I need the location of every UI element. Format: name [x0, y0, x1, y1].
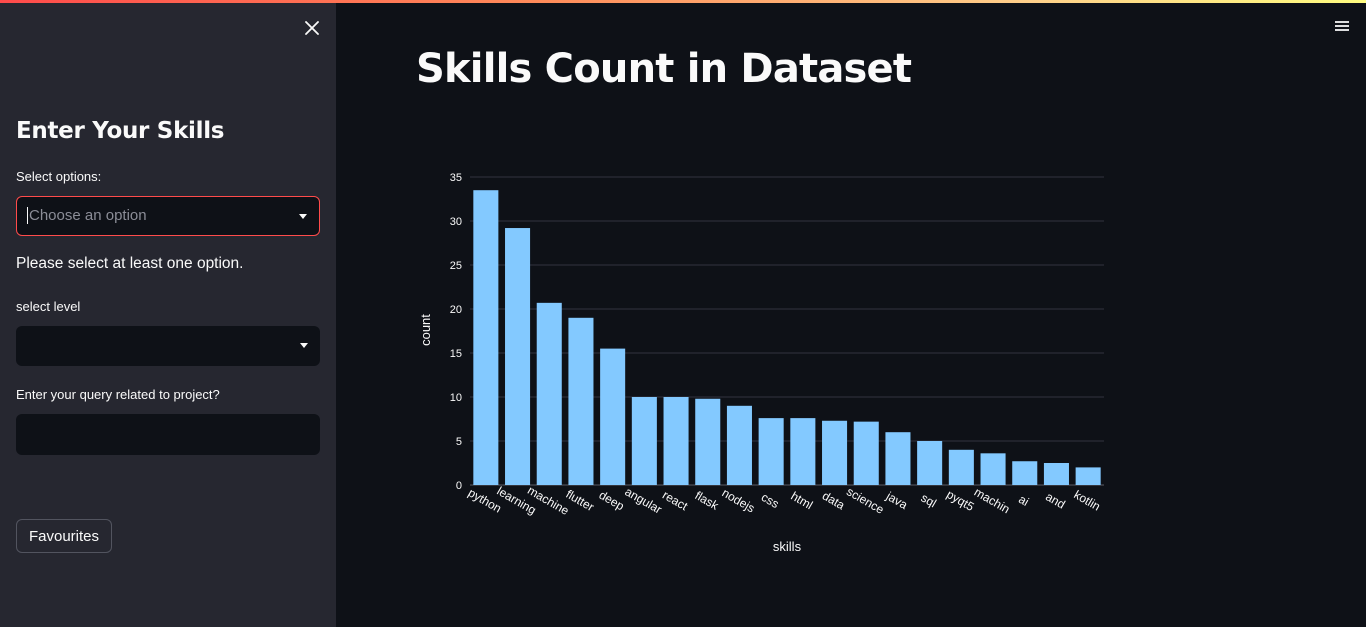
x-tick-label: pyqt5	[944, 487, 977, 514]
bar-kotlin[interactable]	[1075, 467, 1101, 485]
bar-data[interactable]	[822, 420, 848, 485]
y-tick-label: 15	[450, 348, 462, 360]
bar-react[interactable]	[663, 397, 689, 485]
main-menu-button[interactable]	[1330, 16, 1354, 36]
x-tick-label: flutter	[563, 487, 596, 514]
y-tick-label: 30	[450, 216, 462, 228]
chevron-down-icon[interactable]	[300, 343, 308, 348]
x-tick-label: kotlin	[1072, 487, 1103, 513]
x-tick-label: science	[844, 484, 887, 517]
x-tick-label: html	[789, 489, 816, 512]
close-sidebar-button[interactable]	[300, 16, 324, 40]
warning-message: Please select at least one option.	[16, 255, 244, 272]
x-tick-label: python	[466, 485, 504, 515]
bar-deep[interactable]	[600, 348, 626, 485]
sidebar-heading: Enter Your Skills	[16, 118, 225, 144]
page-title: Skills Count in Dataset	[416, 46, 912, 92]
y-tick-label: 25	[450, 260, 462, 272]
y-tick-label: 0	[456, 480, 462, 492]
bar-machine[interactable]	[536, 302, 562, 485]
x-tick-label: nodejs	[720, 486, 758, 516]
bar-flask[interactable]	[695, 398, 721, 485]
x-tick-label: learning	[495, 484, 539, 517]
chevron-down-icon[interactable]	[299, 214, 307, 219]
bar-ai[interactable]	[1012, 461, 1038, 485]
level-select-label: select level	[16, 299, 81, 314]
x-tick-label: data	[820, 489, 848, 513]
close-icon	[305, 21, 319, 35]
x-tick-label: flask	[693, 488, 722, 513]
x-axis-title: skills	[773, 539, 802, 554]
bar-html[interactable]	[790, 418, 816, 485]
x-tick-label: deep	[597, 488, 627, 514]
x-tick-label: java	[883, 488, 910, 512]
bar-learning[interactable]	[505, 228, 531, 486]
x-tick-label: react	[660, 488, 691, 514]
query-input[interactable]	[16, 414, 320, 455]
query-input-label: Enter your query related to project?	[16, 387, 220, 402]
bar-machin[interactable]	[980, 453, 1006, 485]
hamburger-menu-icon	[1335, 21, 1349, 31]
favourites-button[interactable]: Favourites	[16, 519, 112, 553]
level-select[interactable]	[16, 326, 320, 366]
bar-java[interactable]	[885, 432, 911, 485]
skills-select-label: Select options:	[16, 169, 102, 184]
x-tick-label: sql	[919, 491, 939, 511]
bar-css[interactable]	[758, 418, 784, 485]
bar-sql[interactable]	[917, 441, 943, 485]
y-axis-title: count	[418, 314, 433, 346]
x-tick-label: css	[759, 490, 782, 511]
x-tick-label: machin	[972, 485, 1013, 516]
x-tick-label: ai	[1016, 492, 1031, 509]
bar-and[interactable]	[1043, 463, 1069, 485]
bar-angular[interactable]	[631, 397, 657, 485]
skills-select[interactable]: Choose an option	[16, 196, 320, 236]
x-tick-label: angular	[623, 484, 665, 516]
y-tick-label: 5	[456, 436, 462, 448]
y-tick-label: 35	[450, 172, 462, 184]
bar-science[interactable]	[853, 421, 879, 485]
sidebar: Enter Your Skills Select options: Choose…	[0, 0, 336, 627]
bar-nodejs[interactable]	[726, 405, 752, 485]
skills-select-placeholder: Choose an option	[27, 207, 147, 224]
y-tick-label: 10	[450, 392, 462, 404]
top-decoration-bar	[0, 0, 1366, 3]
bar-python[interactable]	[473, 190, 499, 485]
bar-pyqt5[interactable]	[948, 449, 974, 485]
y-tick-label: 20	[450, 304, 462, 316]
x-tick-label: and	[1043, 489, 1067, 511]
bar-flutter[interactable]	[568, 317, 594, 485]
x-tick-label: machine	[525, 483, 572, 518]
